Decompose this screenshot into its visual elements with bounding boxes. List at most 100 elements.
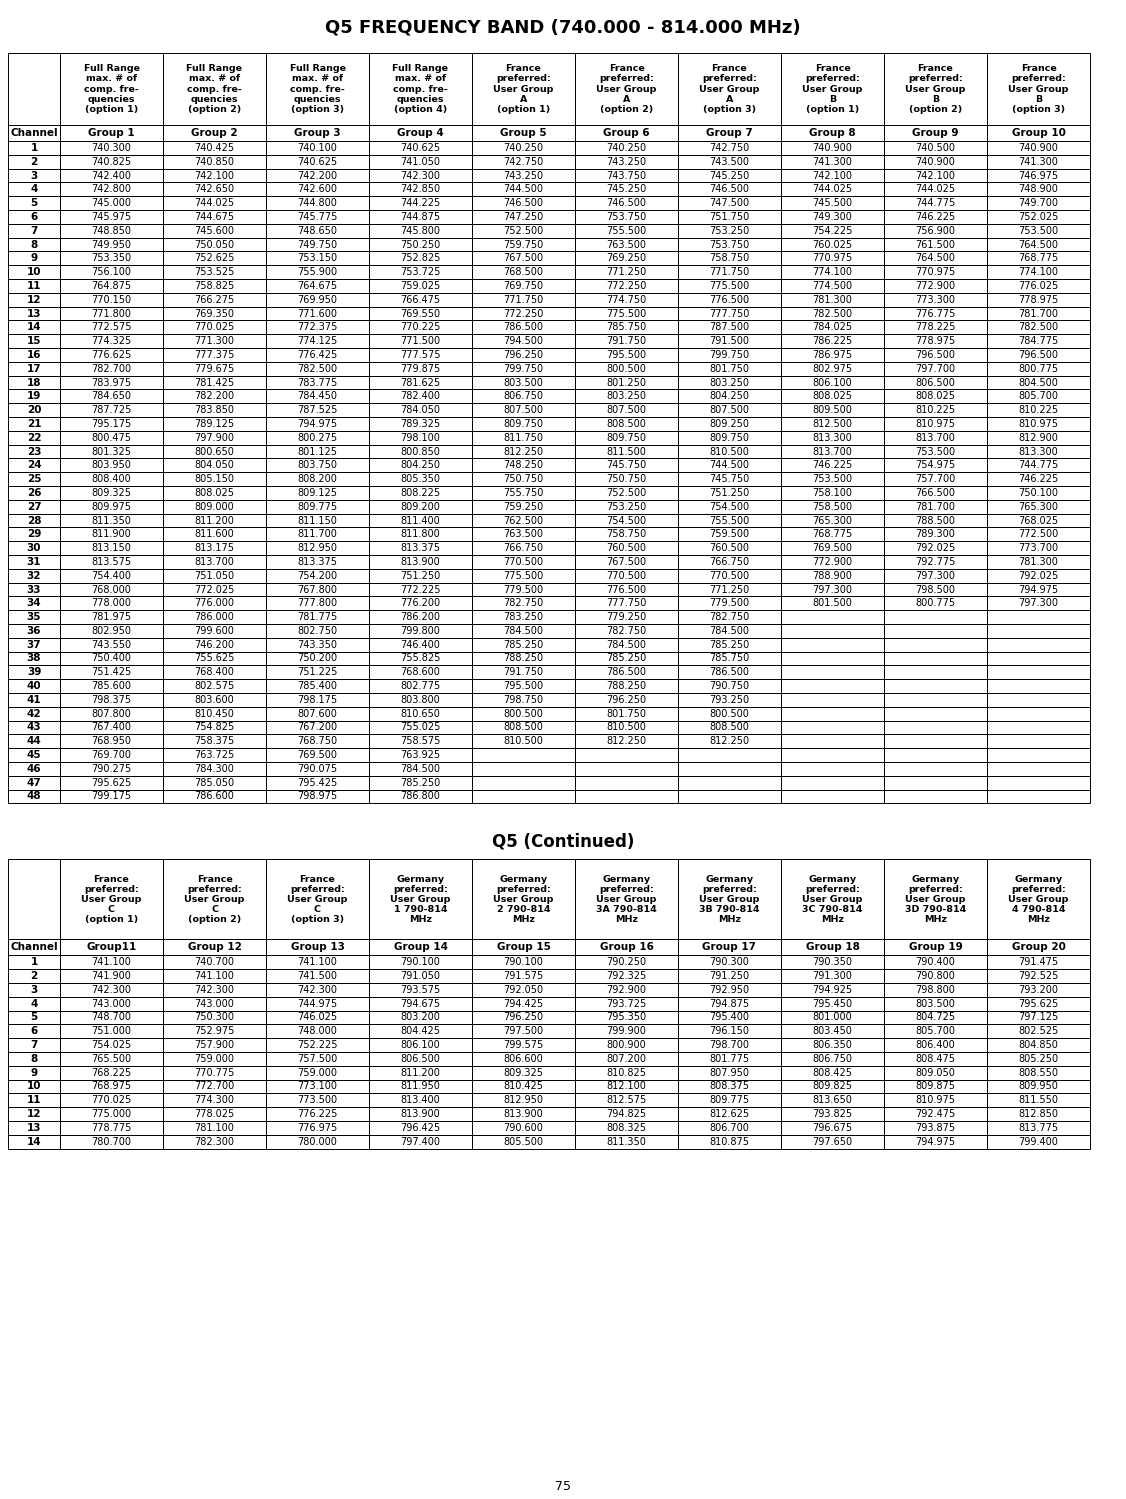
Bar: [472, 1010, 575, 1024]
Text: 5: 5: [30, 1012, 37, 1022]
Text: 753.250: 753.250: [709, 226, 750, 235]
Text: 767.500: 767.500: [607, 558, 646, 567]
Text: 808.025: 808.025: [195, 487, 234, 498]
Bar: [163, 568, 266, 583]
Text: 813.150: 813.150: [91, 543, 132, 553]
Text: 801.775: 801.775: [709, 1054, 750, 1064]
Bar: [163, 376, 266, 390]
Bar: [369, 735, 472, 748]
Bar: [678, 624, 781, 637]
Bar: [781, 52, 884, 124]
Bar: [369, 708, 472, 721]
Bar: [678, 1039, 781, 1052]
Bar: [678, 1108, 781, 1121]
Text: 742.650: 742.650: [195, 184, 234, 195]
Bar: [884, 597, 988, 610]
Text: 792.025: 792.025: [915, 543, 956, 553]
Text: 753.500: 753.500: [1018, 226, 1058, 235]
Bar: [575, 1079, 678, 1093]
Text: 774.500: 774.500: [813, 280, 852, 291]
Text: 798.500: 798.500: [915, 585, 956, 595]
Bar: [884, 997, 988, 1010]
Text: 774.325: 774.325: [91, 336, 132, 346]
Bar: [988, 265, 1090, 279]
Bar: [472, 334, 575, 348]
Bar: [884, 1093, 988, 1108]
Bar: [678, 541, 781, 555]
Text: 743.750: 743.750: [607, 171, 646, 180]
Bar: [163, 196, 266, 210]
Bar: [163, 1121, 266, 1135]
Text: 742.750: 742.750: [503, 157, 544, 166]
Text: 751.425: 751.425: [91, 667, 132, 678]
Bar: [472, 486, 575, 499]
Bar: [988, 334, 1090, 348]
Text: 775.000: 775.000: [91, 1109, 132, 1120]
Text: 743.350: 743.350: [297, 640, 338, 649]
Text: 810.500: 810.500: [709, 447, 750, 457]
Text: 782.300: 782.300: [195, 1136, 234, 1147]
Text: 740.900: 740.900: [813, 142, 852, 153]
Bar: [163, 1052, 266, 1066]
Text: 754.225: 754.225: [812, 226, 852, 235]
Text: 758.750: 758.750: [607, 529, 646, 540]
Bar: [472, 555, 575, 568]
Bar: [988, 555, 1090, 568]
Bar: [266, 265, 369, 279]
Bar: [678, 265, 781, 279]
Text: 10: 10: [27, 267, 42, 277]
Bar: [163, 472, 266, 486]
Text: 775.500: 775.500: [503, 571, 544, 580]
Bar: [369, 541, 472, 555]
Bar: [678, 528, 781, 541]
Bar: [472, 459, 575, 472]
Text: 767.500: 767.500: [503, 253, 544, 264]
Bar: [988, 541, 1090, 555]
Text: 790.800: 790.800: [915, 971, 956, 982]
Bar: [163, 124, 266, 141]
Text: 811.200: 811.200: [401, 1067, 440, 1078]
Bar: [678, 666, 781, 679]
Text: 758.825: 758.825: [195, 280, 234, 291]
Text: 805.700: 805.700: [1019, 391, 1058, 402]
Text: Group 8: Group 8: [810, 127, 856, 138]
Bar: [369, 168, 472, 183]
Text: 751.000: 751.000: [91, 1027, 132, 1036]
Text: 782.400: 782.400: [401, 391, 440, 402]
Text: 746.225: 746.225: [812, 460, 852, 471]
Text: 813.175: 813.175: [195, 543, 234, 553]
Text: 744.775: 744.775: [915, 198, 956, 208]
Bar: [369, 348, 472, 361]
Bar: [60, 459, 163, 472]
Bar: [60, 52, 163, 124]
Text: Germany
preferred:
User Group
1 790-814
MHz: Germany preferred: User Group 1 790-814 …: [391, 875, 450, 923]
Text: 759.000: 759.000: [297, 1067, 338, 1078]
Bar: [988, 955, 1090, 970]
Text: 800.500: 800.500: [607, 364, 646, 373]
Text: 811.950: 811.950: [401, 1081, 440, 1091]
Text: 805.500: 805.500: [503, 1136, 544, 1147]
Text: 800.775: 800.775: [915, 598, 956, 609]
Bar: [369, 940, 472, 955]
Bar: [472, 790, 575, 803]
Bar: [472, 597, 575, 610]
Bar: [988, 183, 1090, 196]
Text: 783.975: 783.975: [91, 378, 132, 388]
Text: 803.500: 803.500: [503, 378, 544, 388]
Text: 752.500: 752.500: [607, 487, 646, 498]
Bar: [781, 1052, 884, 1066]
Text: Full Range
max. # of
comp. fre-
quencies
(option 1): Full Range max. # of comp. fre- quencies…: [83, 64, 140, 114]
Bar: [472, 1108, 575, 1121]
Text: 10: 10: [27, 1081, 42, 1091]
Text: 745.750: 745.750: [607, 460, 646, 471]
Text: 777.750: 777.750: [606, 598, 646, 609]
Text: 791.300: 791.300: [813, 971, 852, 982]
Text: 785.400: 785.400: [297, 681, 338, 691]
Text: 808.500: 808.500: [607, 418, 646, 429]
Text: 778.775: 778.775: [91, 1123, 132, 1133]
Bar: [884, 541, 988, 555]
Bar: [60, 417, 163, 430]
Text: 792.325: 792.325: [607, 971, 646, 982]
Bar: [678, 735, 781, 748]
Text: 38: 38: [27, 654, 42, 664]
